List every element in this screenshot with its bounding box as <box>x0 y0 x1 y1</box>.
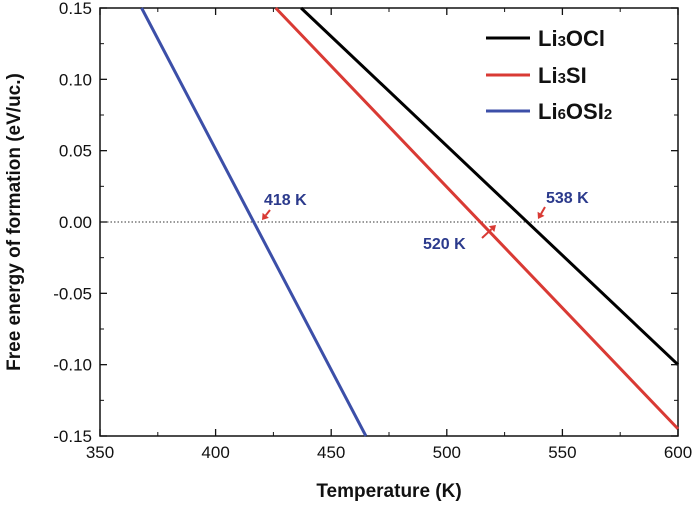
annotation-arrow-head <box>262 212 269 220</box>
series-line-li6osi2 <box>140 7 368 437</box>
legend-label: Li6OSI2 <box>538 99 612 124</box>
x-tick-label: 400 <box>201 443 229 462</box>
x-tick-label: 450 <box>317 443 345 462</box>
annotation-arrow-head <box>488 225 496 233</box>
y-tick-label: 0.05 <box>59 142 92 161</box>
series-line-li3si <box>274 6 680 430</box>
annotation-label: 538 K <box>546 190 589 207</box>
y-tick-label: 0.15 <box>59 0 92 18</box>
annotation-arrow-head <box>537 211 545 219</box>
legend-label: Li3SI <box>538 63 587 88</box>
x-tick-label: 550 <box>548 443 576 462</box>
x-tick-label: 500 <box>433 443 461 462</box>
x-tick-label: 350 <box>86 443 114 462</box>
y-tick-label: 0.00 <box>59 213 92 232</box>
legend-label: Li3OCl <box>538 26 605 51</box>
x-axis-title: Temperature (K) <box>316 481 461 502</box>
annotation-label: 520 K <box>423 236 466 253</box>
annotation-arrow-shaft <box>481 228 493 239</box>
y-tick-label: -0.10 <box>53 356 92 375</box>
annotation-arrow-shaft <box>264 209 271 216</box>
annotation-arrow-shaft <box>540 206 546 215</box>
series-line-li3ocl <box>300 6 680 366</box>
x-tick-label: 600 <box>664 443 692 462</box>
y-tick-label: 0.10 <box>59 70 92 89</box>
y-tick-label: -0.15 <box>53 427 92 446</box>
y-tick-label: -0.05 <box>53 284 92 303</box>
y-axis-title: Free energy of formation (eV/uc.) <box>4 73 25 371</box>
annotation-label: 418 K <box>264 192 307 209</box>
